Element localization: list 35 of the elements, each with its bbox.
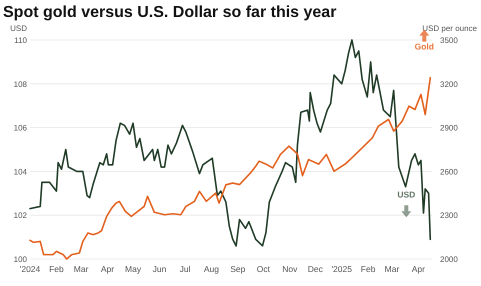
x-tick-label: Sep (230, 264, 246, 274)
y-tick-label: 100 (14, 255, 28, 264)
y-tick-label: 104 (14, 167, 28, 176)
y2-axis-title: USD per ounce (422, 24, 478, 33)
y2-tick-label: 2900 (440, 124, 458, 133)
x-tick-label: '2024 (20, 264, 41, 274)
x-tick-label: Apr (100, 264, 114, 274)
x-tick-label: Dec (308, 264, 324, 274)
x-tick-label: Mar (74, 264, 89, 274)
series-label: USD (397, 189, 416, 200)
x-tick-label: Aug (204, 264, 220, 274)
x-tick-label: Oct (256, 264, 271, 274)
y2-tick-label: 2000 (440, 255, 458, 264)
y-tick-label: 108 (14, 80, 28, 89)
x-tick-label: Apr (412, 264, 426, 274)
x-tick-label: Feb (49, 264, 64, 274)
line-series (29, 76, 432, 260)
y2-tick-label: 3200 (440, 80, 458, 89)
y-axis-title: USD (10, 24, 28, 33)
y2-tick-label: 3500 (440, 36, 458, 45)
x-tick-label: Feb (360, 264, 376, 274)
x-tick-label: Jul (180, 264, 191, 274)
y2-tick-label: 2600 (440, 167, 458, 176)
line-series (29, 39, 432, 247)
x-tick-label: Mar (384, 264, 400, 274)
x-tick-label: '2025 (331, 264, 352, 274)
legend-label: Gold (414, 42, 434, 52)
y2-tick-label: 2300 (440, 211, 458, 220)
x-tick-label: May (125, 264, 142, 274)
y-tick-label: 110 (14, 36, 28, 45)
x-tick-label: Jun (152, 264, 167, 274)
y-tick-label: 102 (14, 211, 28, 220)
y-tick-label: 106 (14, 124, 28, 133)
chart-title: Spot gold versus U.S. Dollar so far this year (3, 4, 336, 21)
x-tick-label: Nov (282, 264, 298, 274)
